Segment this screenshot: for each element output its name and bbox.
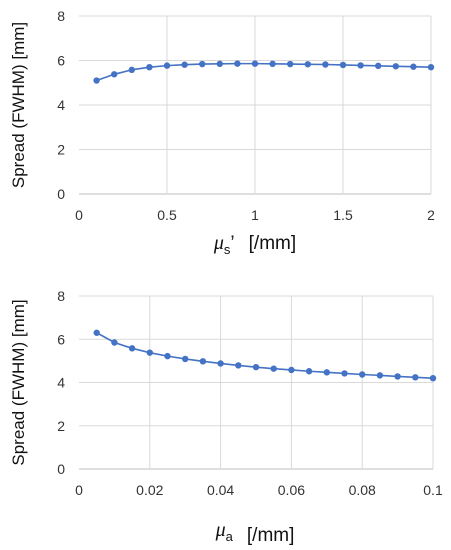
data-point	[339, 61, 347, 69]
y-tick-label: 6	[57, 53, 65, 69]
data-point	[111, 71, 118, 78]
data-point	[163, 62, 171, 69]
data-point	[376, 372, 384, 379]
x-axis-prime: ’	[230, 233, 234, 254]
y-tick-label: 6	[57, 331, 65, 347]
data-point	[375, 62, 382, 70]
data-point	[128, 345, 136, 352]
data-point	[412, 374, 419, 381]
data-point	[392, 63, 399, 70]
x-axis-symbol: μ	[213, 232, 224, 254]
x-tick-label: 1	[251, 207, 259, 223]
y-tick-label: 2	[57, 418, 65, 434]
data-point	[217, 360, 224, 367]
data-point	[359, 371, 366, 378]
data-point	[394, 373, 401, 380]
x-axis-symbol: μ	[215, 519, 226, 541]
data-point	[305, 368, 313, 375]
data-point	[429, 374, 437, 382]
x-tick-label: 0.04	[207, 482, 234, 498]
y-axis-label: Spread (FWHM) [mm]	[9, 299, 28, 465]
y-axis-label: Spread (FWHM) [mm]	[9, 22, 28, 188]
data-point	[323, 369, 330, 376]
x-tick-label: 0.02	[136, 482, 163, 498]
data-point	[93, 329, 100, 336]
data-point	[216, 60, 223, 68]
y-tick-label: 0	[57, 186, 65, 202]
y-tick-label: 0	[57, 461, 65, 477]
data-point	[288, 366, 295, 374]
data-point	[410, 63, 417, 70]
y-tick-label: 2	[57, 142, 65, 158]
data-point	[357, 62, 364, 69]
data-point	[182, 355, 189, 363]
data-point	[128, 66, 135, 74]
y-tick-label: 4	[57, 97, 65, 113]
data-point	[146, 349, 153, 356]
data-point	[146, 63, 153, 71]
data-point	[199, 358, 207, 365]
x-axis-unit: [/mm]	[247, 525, 295, 546]
data-point	[270, 365, 277, 372]
data-point	[269, 60, 276, 68]
x-tick-label: 2	[427, 207, 435, 223]
data-point	[341, 370, 348, 377]
data-point	[235, 362, 242, 369]
x-tick-label: 0.1	[423, 482, 443, 498]
y-tick-label: 8	[57, 8, 65, 24]
data-point	[287, 60, 294, 68]
x-axis-subscript: a	[226, 529, 234, 544]
x-tick-label: 0.5	[157, 207, 177, 223]
x-tick-label: 0.08	[349, 482, 376, 498]
data-point	[199, 60, 206, 68]
data-point	[251, 60, 259, 67]
x-tick-label: 0	[75, 482, 83, 498]
x-tick-label: 0.06	[278, 482, 305, 498]
data-point	[427, 63, 435, 71]
chart-2: 0 2 4 6 8 0 0.02 0.04 0.06 0.08 0.1 Spread (FWHM) […	[9, 288, 443, 546]
data-point	[164, 352, 171, 360]
x-tick-label: 1.5	[333, 207, 353, 223]
y-tick-label: 4	[57, 375, 65, 391]
data-point	[93, 77, 100, 84]
x-axis-unit: [/mm]	[249, 233, 297, 254]
data-point	[234, 60, 241, 67]
chart-1: 0 2 4 6 8 0 0.5 1 1.5 2 Spread (FWHM) [mm] μs’ [/mm]	[9, 8, 435, 257]
x-axis-subscript: s	[224, 242, 231, 257]
data-point	[322, 61, 329, 68]
data-point	[181, 61, 188, 68]
data-point	[111, 339, 118, 346]
x-axis-label: μs’ [/mm]	[213, 232, 296, 257]
x-axis-label: μa [/mm]	[215, 519, 295, 546]
data-point	[304, 61, 311, 68]
y-tick-label: 8	[57, 288, 65, 304]
x-tick-label: 0	[75, 207, 83, 223]
data-point	[252, 363, 260, 371]
